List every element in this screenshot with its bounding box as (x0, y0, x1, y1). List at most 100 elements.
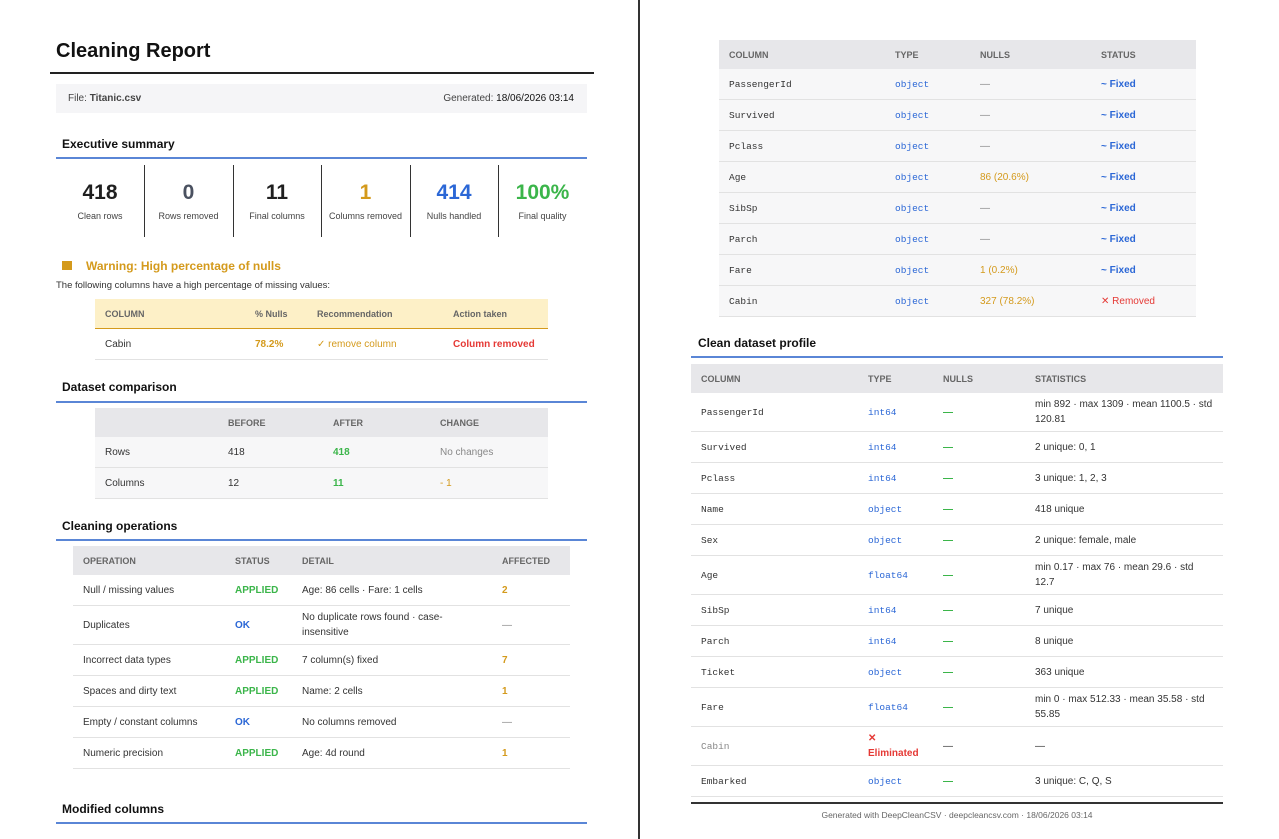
header-cell: NULLS (970, 40, 1091, 69)
header-row: BEFORE AFTER CHANGE (95, 408, 548, 437)
cell: 78.2% (245, 328, 307, 360)
cell: Duplicates (73, 605, 225, 645)
cell: Numeric precision (73, 737, 225, 769)
section-heading: Executive summary (62, 137, 175, 151)
header-cell: AFFECTED (492, 546, 570, 575)
section-rule (56, 539, 587, 541)
row: Null / missing values APPLIED Age: 86 cell… (73, 575, 570, 606)
cell: APPLIED (225, 575, 292, 606)
cell: Fare (691, 687, 858, 727)
stat-label: Columns removed (328, 211, 403, 221)
stat: 1 Columns removed (322, 165, 411, 237)
cell: No changes (430, 437, 548, 468)
cell: Age: 4d round (292, 737, 492, 769)
row: PassengerId int64— min 892 · max 1309 · me… (691, 393, 1223, 432)
cell: Sex (691, 524, 858, 556)
cell: 7 (492, 644, 570, 676)
header-cell (95, 408, 218, 437)
row: Fare object 1 (0.2%) ~ Fixed (719, 254, 1196, 286)
cell: Spaces and dirty text (73, 675, 225, 707)
cell: ~ Fixed (1091, 99, 1196, 131)
cell: APPLIED (225, 644, 292, 676)
header-row: COLUMN TYPE NULLS STATISTICS (691, 364, 1223, 393)
stat-label: Nulls handled (426, 211, 482, 221)
header-cell: TYPE (885, 40, 970, 69)
cell: Fare (719, 254, 885, 286)
cell: Ticket (691, 656, 858, 688)
cell: 8 unique (1025, 625, 1223, 657)
cell: 3 unique: 1, 2, 3 (1025, 462, 1223, 494)
cell: object (858, 524, 933, 556)
cell: Survived (691, 431, 858, 463)
row: Numeric precision APPLIED Age: 4d round 1 (73, 737, 570, 769)
row: Parch object — ~ Fixed (719, 223, 1196, 255)
cell: — (1025, 726, 1223, 766)
row: Age object 86 (20.6%) ~ Fixed (719, 161, 1196, 193)
row: Pclass object — ~ Fixed (719, 130, 1196, 162)
row: Parch int64—8 unique (691, 625, 1223, 657)
cell: — (970, 130, 1091, 162)
cell: — (933, 462, 1025, 494)
table: COLUMN% Nulls Recommendation Action taken C… (95, 299, 548, 360)
cell: PassengerId (691, 393, 858, 432)
header-row: OPERATION STATUS DETAIL AFFECTED (73, 546, 570, 575)
title-rule (50, 72, 594, 74)
stat: 11 Final columns (233, 165, 322, 237)
cell: ✕ Eliminated (858, 726, 933, 766)
cell: Cabin (691, 726, 858, 766)
cell: — (933, 687, 1025, 727)
row: Cabin object 327 (78.2%) ✕ Removed (719, 285, 1196, 317)
row: Cabin 78.2% ✓ remove column Column removed (95, 328, 548, 360)
section-rule (56, 401, 587, 403)
cell: PassengerId (719, 69, 885, 100)
cell: — (933, 493, 1025, 525)
cell: 86 (20.6%) (970, 161, 1091, 193)
cell: — (970, 192, 1091, 224)
section-rule (691, 356, 1223, 358)
cell: int64 (858, 393, 933, 432)
header-cell: STATISTICS (1025, 364, 1223, 393)
cell: Age (691, 555, 858, 595)
row: Age float64— min 0.17 · max 76 · mean 29.6… (691, 555, 1223, 595)
header-cell: COLUMN (719, 40, 885, 69)
stat-value: 414 (436, 181, 472, 204)
row: Empty / constant columns OK No columns rem… (73, 706, 570, 738)
cell: OK (225, 706, 292, 738)
row: SibSp int64—7 unique (691, 594, 1223, 626)
cell: OK (225, 605, 292, 645)
cell: — (933, 726, 1025, 766)
stat: 418 Clean rows (56, 165, 145, 237)
cell: min 892 · max 1309 · mean 1100.5 · std 1… (1025, 393, 1223, 432)
row: Columns 12 11- 1 (95, 467, 548, 499)
stat-value: 1 (359, 181, 372, 204)
row: Name object —418 unique (691, 493, 1223, 525)
cell: object (885, 161, 970, 193)
stat-label: Final quality (518, 211, 567, 221)
stat-label: Clean rows (77, 211, 123, 221)
cell: SibSp (691, 594, 858, 626)
cell: Columns (95, 467, 218, 499)
stat: 100% Final quality (499, 165, 587, 237)
cell: 2 (492, 575, 570, 606)
cell: Name (691, 493, 858, 525)
cell: Age (719, 161, 885, 193)
cell: 418 unique (1025, 493, 1223, 525)
cell: object (885, 99, 970, 131)
cell: object (885, 285, 970, 317)
header-cell: STATUS (225, 546, 292, 575)
cell: 1 (492, 737, 570, 769)
footer-rule (691, 802, 1223, 804)
header-row: COLUMN TYPE NULLS STATUS (719, 40, 1196, 69)
cell: 2 unique: 0, 1 (1025, 431, 1223, 463)
cell: — (933, 555, 1025, 595)
header-cell: STATUS (1091, 40, 1196, 69)
cell: ✕ Removed (1091, 285, 1196, 317)
cell: ~ Fixed (1091, 130, 1196, 162)
warning-icon (62, 261, 72, 270)
cell: object (885, 130, 970, 162)
row: Survived object — ~ Fixed (719, 99, 1196, 131)
cell: 3 unique: C, Q, S (1025, 765, 1223, 797)
cell: Incorrect data types (73, 644, 225, 676)
cell: float64 (858, 555, 933, 595)
